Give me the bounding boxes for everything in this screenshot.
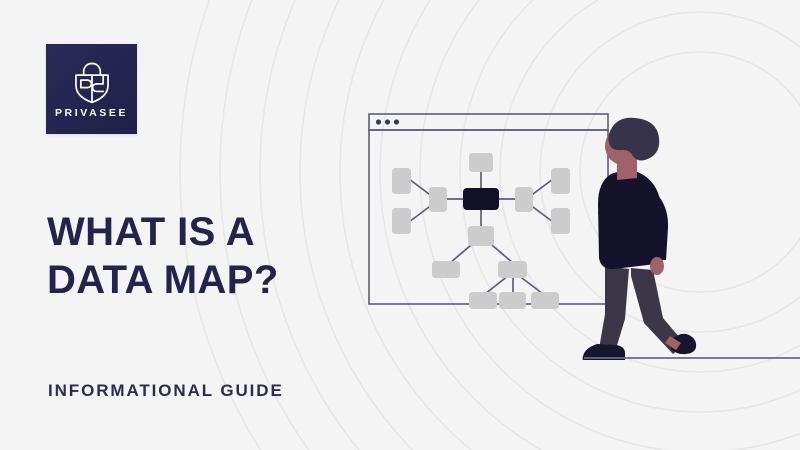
person-shoe-back bbox=[671, 333, 697, 355]
hero-illustration bbox=[368, 113, 800, 360]
person-leg-back bbox=[631, 268, 685, 354]
node-top bbox=[469, 153, 493, 172]
window-dot-minimize bbox=[384, 119, 391, 125]
node-child-2 bbox=[498, 261, 527, 278]
browser-window-dots[interactable] bbox=[375, 119, 400, 125]
page-subtitle: INFORMATIONAL GUIDE bbox=[48, 381, 284, 400]
node-left-hub bbox=[429, 187, 447, 212]
node-leaf-1 bbox=[469, 292, 497, 309]
node-center-primary bbox=[463, 188, 499, 210]
person-leg-front bbox=[599, 266, 629, 352]
person-hair bbox=[608, 117, 660, 161]
person-ankle-back bbox=[665, 336, 681, 350]
person-shoe-front bbox=[582, 344, 625, 360]
brand-wordmark: PRIVASEE bbox=[54, 106, 129, 119]
node-right-a bbox=[551, 168, 570, 194]
shield-lock-icon bbox=[74, 62, 109, 104]
page-title-line-1: WHAT IS A bbox=[47, 210, 256, 254]
person-illustration bbox=[582, 117, 697, 360]
node-right-b bbox=[551, 208, 570, 234]
person-arm-front bbox=[641, 192, 669, 260]
diagram-nodes bbox=[392, 153, 570, 309]
person-hand-front bbox=[650, 257, 664, 275]
edge-child2-leaf3 bbox=[517, 274, 544, 295]
person-jacket bbox=[598, 170, 666, 270]
edge-child2-leaf1 bbox=[484, 274, 510, 295]
page-title: WHAT IS A DATA MAP? bbox=[47, 208, 377, 304]
node-left-a bbox=[392, 168, 411, 194]
window-dot-maximize bbox=[393, 119, 400, 125]
brand-logo[interactable]: PRIVASEE bbox=[46, 44, 137, 134]
window-dot-close bbox=[375, 119, 382, 125]
node-leaf-2 bbox=[499, 292, 526, 309]
node-leaf-3 bbox=[531, 292, 559, 309]
node-left-b bbox=[392, 208, 411, 234]
page-title-line-2: DATA MAP? bbox=[47, 258, 279, 302]
node-child-1 bbox=[432, 261, 460, 278]
node-below bbox=[468, 226, 494, 246]
node-right-hub bbox=[515, 187, 533, 212]
browser-titlebar bbox=[368, 113, 609, 131]
data-map-diagram bbox=[392, 153, 570, 309]
